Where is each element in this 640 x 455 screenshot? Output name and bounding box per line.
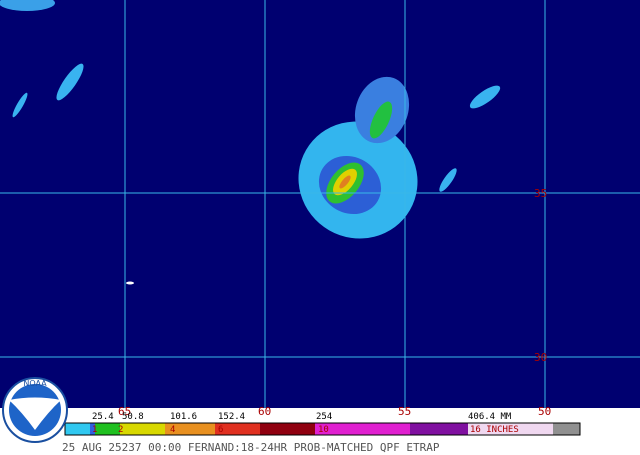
rain-area bbox=[0, 0, 55, 11]
legend-mm-label: 50.8 bbox=[122, 412, 144, 422]
rain-core bbox=[369, 101, 393, 139]
legend-inch-label: 6 bbox=[218, 425, 223, 435]
color-swatch bbox=[65, 423, 90, 435]
lon-label: 60 bbox=[258, 405, 271, 418]
logo-gull bbox=[9, 397, 61, 430]
color-swatch bbox=[468, 423, 553, 435]
graticule bbox=[0, 0, 640, 408]
color-bar-frame bbox=[64, 422, 581, 436]
rain-area bbox=[469, 85, 501, 109]
color-swatch bbox=[260, 423, 315, 435]
rain-area bbox=[56, 63, 84, 101]
legend-inch-label: 1 bbox=[92, 425, 97, 435]
color-swatch bbox=[120, 423, 165, 435]
precipitation bbox=[0, 0, 501, 285]
legend-inch-label: 2 bbox=[118, 425, 123, 435]
color-swatch bbox=[95, 423, 120, 435]
color-swatch bbox=[165, 423, 215, 435]
legend-inch-label: 10 bbox=[318, 425, 329, 435]
lon-label: 55 bbox=[398, 405, 411, 418]
rain-area bbox=[12, 92, 28, 118]
logo-text: NOAA bbox=[23, 379, 47, 388]
legend-mm-label: 25.4 bbox=[92, 412, 114, 422]
legend-inch-label: 4 bbox=[170, 425, 175, 435]
color-swatch bbox=[315, 423, 410, 435]
rain-core bbox=[339, 175, 351, 189]
legend-mm-label: 152.4 bbox=[218, 412, 245, 422]
lat-label: 35 bbox=[534, 187, 547, 200]
footer-caption: 25 AUG 25237 00:00 FERNAND:18-24HR PROB-… bbox=[62, 441, 440, 454]
legend-inch-label: 16 INCHES bbox=[470, 425, 519, 435]
color-bar bbox=[64, 422, 581, 436]
rain-area bbox=[439, 168, 457, 192]
rain-area bbox=[126, 281, 134, 285]
lon-label: 65 bbox=[118, 405, 131, 418]
color-swatch bbox=[90, 423, 95, 435]
legend-mm-label: 254 bbox=[316, 412, 332, 422]
color-swatch bbox=[410, 423, 468, 435]
color-swatch bbox=[553, 423, 580, 435]
legend-mm-label: 101.6 bbox=[170, 412, 197, 422]
lon-label: 50 bbox=[538, 405, 551, 418]
lat-label: 30 bbox=[534, 351, 547, 364]
color-swatch bbox=[215, 423, 260, 435]
legend-mm-label: 406.4 MM bbox=[468, 412, 512, 422]
noaa-logo: NOAA bbox=[2, 377, 68, 443]
